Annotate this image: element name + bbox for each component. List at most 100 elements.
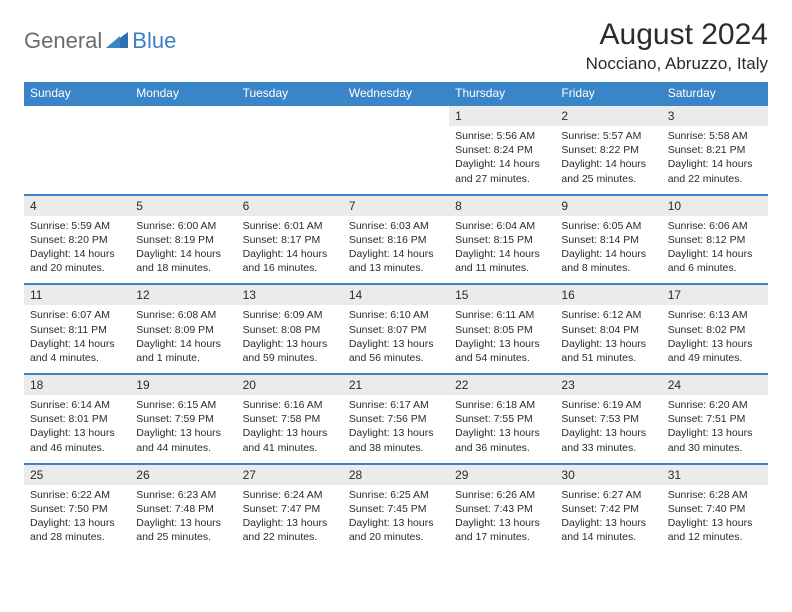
sunset-text: Sunset: 7:43 PM: [455, 502, 549, 516]
day-details: Sunrise: 6:13 AMSunset: 8:02 PMDaylight:…: [662, 305, 768, 374]
daylight-text: Daylight: 14 hours and 16 minutes.: [243, 247, 337, 275]
date-row: 18192021222324: [24, 374, 768, 395]
daylight-text: Daylight: 14 hours and 20 minutes.: [30, 247, 124, 275]
date-row: 11121314151617: [24, 284, 768, 305]
daylight-text: Daylight: 14 hours and 4 minutes.: [30, 337, 124, 365]
day-number: 4: [24, 195, 130, 216]
day-number: 26: [130, 464, 236, 485]
day-details: Sunrise: 6:22 AMSunset: 7:50 PMDaylight:…: [24, 485, 130, 553]
day-details: Sunrise: 6:25 AMSunset: 7:45 PMDaylight:…: [343, 485, 449, 553]
day-number: 20: [237, 374, 343, 395]
title-block: August 2024 Nocciano, Abruzzo, Italy: [586, 18, 768, 74]
sunrise-text: Sunrise: 6:17 AM: [349, 398, 443, 412]
day-number: 6: [237, 195, 343, 216]
sunrise-text: Sunrise: 6:10 AM: [349, 308, 443, 322]
day-number: 16: [555, 284, 661, 305]
daylight-text: Daylight: 13 hours and 33 minutes.: [561, 426, 655, 454]
daylight-text: Daylight: 13 hours and 49 minutes.: [668, 337, 762, 365]
weekday-header: Thursday: [449, 82, 555, 105]
daylight-text: Daylight: 14 hours and 1 minute.: [136, 337, 230, 365]
sunset-text: Sunset: 7:40 PM: [668, 502, 762, 516]
sunrise-text: Sunrise: 6:14 AM: [30, 398, 124, 412]
daylight-text: Daylight: 14 hours and 6 minutes.: [668, 247, 762, 275]
sunset-text: Sunset: 8:05 PM: [455, 323, 549, 337]
day-details: Sunrise: 6:19 AMSunset: 7:53 PMDaylight:…: [555, 395, 661, 464]
calendar-table: SundayMondayTuesdayWednesdayThursdayFrid…: [24, 82, 768, 552]
day-details: Sunrise: 6:04 AMSunset: 8:15 PMDaylight:…: [449, 216, 555, 285]
sunset-text: Sunset: 8:12 PM: [668, 233, 762, 247]
daylight-text: Daylight: 14 hours and 25 minutes.: [561, 157, 655, 185]
daylight-text: Daylight: 13 hours and 28 minutes.: [30, 516, 124, 544]
daylight-text: Daylight: 14 hours and 22 minutes.: [668, 157, 762, 185]
sunrise-text: Sunrise: 6:20 AM: [668, 398, 762, 412]
sunset-text: Sunset: 8:08 PM: [243, 323, 337, 337]
sunrise-text: Sunrise: 6:06 AM: [668, 219, 762, 233]
sunset-text: Sunset: 8:15 PM: [455, 233, 549, 247]
day-number: 9: [555, 195, 661, 216]
sunrise-text: Sunrise: 6:23 AM: [136, 488, 230, 502]
weekday-header: Monday: [130, 82, 236, 105]
sunset-text: Sunset: 8:14 PM: [561, 233, 655, 247]
sunrise-text: Sunrise: 5:59 AM: [30, 219, 124, 233]
day-number: 13: [237, 284, 343, 305]
empty-cell: [343, 126, 449, 195]
day-number: 14: [343, 284, 449, 305]
day-details: Sunrise: 6:11 AMSunset: 8:05 PMDaylight:…: [449, 305, 555, 374]
day-number: 22: [449, 374, 555, 395]
empty-cell: [24, 126, 130, 195]
daylight-text: Daylight: 13 hours and 20 minutes.: [349, 516, 443, 544]
daylight-text: Daylight: 13 hours and 38 minutes.: [349, 426, 443, 454]
daylight-text: Daylight: 13 hours and 56 minutes.: [349, 337, 443, 365]
sunset-text: Sunset: 8:19 PM: [136, 233, 230, 247]
sunset-text: Sunset: 8:17 PM: [243, 233, 337, 247]
sunrise-text: Sunrise: 6:26 AM: [455, 488, 549, 502]
empty-cell: [24, 105, 130, 126]
day-number: 1: [449, 105, 555, 126]
calendar-page: General Blue August 2024 Nocciano, Abruz…: [0, 0, 792, 570]
empty-cell: [343, 105, 449, 126]
day-number: 2: [555, 105, 661, 126]
day-details: Sunrise: 6:17 AMSunset: 7:56 PMDaylight:…: [343, 395, 449, 464]
sunrise-text: Sunrise: 6:19 AM: [561, 398, 655, 412]
day-number: 28: [343, 464, 449, 485]
day-details: Sunrise: 6:10 AMSunset: 8:07 PMDaylight:…: [343, 305, 449, 374]
sunrise-text: Sunrise: 5:57 AM: [561, 129, 655, 143]
empty-cell: [130, 105, 236, 126]
day-details: Sunrise: 6:06 AMSunset: 8:12 PMDaylight:…: [662, 216, 768, 285]
sunset-text: Sunset: 7:42 PM: [561, 502, 655, 516]
sunrise-text: Sunrise: 6:04 AM: [455, 219, 549, 233]
day-number: 31: [662, 464, 768, 485]
weekday-header: Friday: [555, 82, 661, 105]
sunrise-text: Sunrise: 6:09 AM: [243, 308, 337, 322]
location-subtitle: Nocciano, Abruzzo, Italy: [586, 54, 768, 74]
weekday-header: Wednesday: [343, 82, 449, 105]
day-details: Sunrise: 6:01 AMSunset: 8:17 PMDaylight:…: [237, 216, 343, 285]
sunset-text: Sunset: 8:09 PM: [136, 323, 230, 337]
daylight-text: Daylight: 13 hours and 25 minutes.: [136, 516, 230, 544]
sunrise-text: Sunrise: 6:08 AM: [136, 308, 230, 322]
sunrise-text: Sunrise: 6:11 AM: [455, 308, 549, 322]
page-header: General Blue August 2024 Nocciano, Abruz…: [24, 18, 768, 74]
daylight-text: Daylight: 14 hours and 27 minutes.: [455, 157, 549, 185]
daylight-text: Daylight: 13 hours and 12 minutes.: [668, 516, 762, 544]
logo-text-general: General: [24, 28, 102, 54]
day-details: Sunrise: 6:08 AMSunset: 8:09 PMDaylight:…: [130, 305, 236, 374]
sunset-text: Sunset: 8:24 PM: [455, 143, 549, 157]
day-number: 25: [24, 464, 130, 485]
sunset-text: Sunset: 7:47 PM: [243, 502, 337, 516]
detail-row: Sunrise: 6:14 AMSunset: 8:01 PM Daylight:…: [24, 395, 768, 464]
date-row: 45678910: [24, 195, 768, 216]
day-details: Sunrise: 5:57 AMSunset: 8:22 PMDaylight:…: [555, 126, 661, 195]
sunset-text: Sunset: 8:11 PM: [30, 323, 124, 337]
day-details: Sunrise: 6:20 AMSunset: 7:51 PMDaylight:…: [662, 395, 768, 464]
day-details: Sunrise: 6:18 AMSunset: 7:55 PMDaylight:…: [449, 395, 555, 464]
day-number: 15: [449, 284, 555, 305]
day-details: Sunrise: 6:14 AMSunset: 8:01 PMDaylight:…: [24, 395, 130, 464]
sunset-text: Sunset: 8:02 PM: [668, 323, 762, 337]
day-number: 18: [24, 374, 130, 395]
sunrise-text: Sunrise: 6:18 AM: [455, 398, 549, 412]
sunset-text: Sunset: 8:01 PM: [30, 412, 124, 426]
logo-triangle-icon: [106, 30, 128, 53]
day-details: Sunrise: 6:27 AMSunset: 7:42 PMDaylight:…: [555, 485, 661, 553]
logo-text-blue: Blue: [132, 28, 176, 54]
